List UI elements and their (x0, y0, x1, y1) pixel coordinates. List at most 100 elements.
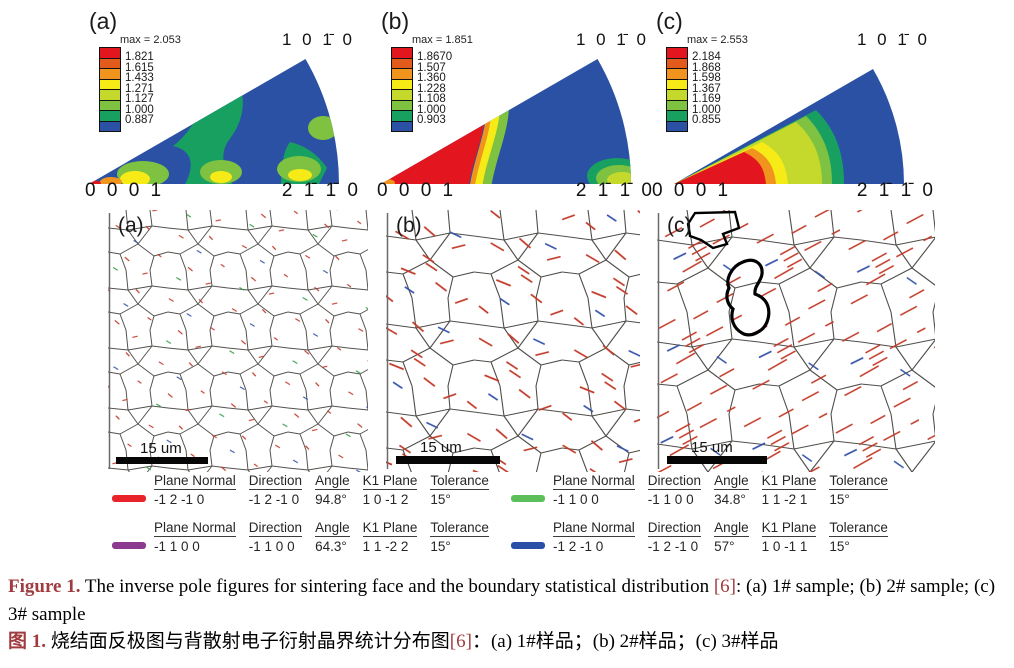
legend-col-plane-normal: Plane Normal -1 1 0 0 (154, 520, 236, 554)
col-value: -1 2 -1 0 (154, 492, 205, 507)
colorbar-band (392, 111, 412, 122)
colorbar-max-label: max = 1.851 (412, 34, 473, 46)
colorbar-band (100, 79, 120, 90)
col-header: Plane Normal (553, 473, 635, 490)
tick-label: 2.184 (692, 51, 721, 63)
scale-bar: 15 um (396, 439, 500, 464)
tick-label: 1.000 (417, 103, 446, 116)
colorbar-band (392, 121, 412, 131)
tick-label: 1.271 (125, 82, 154, 95)
legend-col-direction: Direction -1 2 -1 0 (647, 520, 702, 554)
col-value: -1 2 -1 0 (647, 539, 699, 554)
col-value: 1 1 -2 1 (761, 492, 808, 507)
miller-index-2110: 2 1̄ 1̄ 0 (575, 180, 655, 201)
grain-boundary-map-a (108, 210, 368, 472)
legend-col-tolerance: Tolerance 15° (829, 520, 888, 554)
legend-col-angle: Angle 34.8° (714, 473, 749, 507)
colorbar-band (100, 58, 120, 69)
scale-bar: 15 um (116, 440, 208, 464)
ebsd-map-panel-c: (c) 15 um (657, 210, 935, 472)
legend-col-tolerance: Tolerance 15° (829, 473, 888, 507)
miller-index-0001: 0 0 0 1 (652, 180, 732, 201)
red-line-swatch (112, 495, 146, 502)
colorbar-band (667, 100, 687, 111)
scale-bar-label: 15 um (691, 439, 733, 456)
panel-label: (c) (656, 8, 683, 34)
panel-label: (a) (118, 214, 144, 237)
miller-index-1010: 1 0 1̄ 0 (282, 30, 355, 49)
colorbar-ticks: 2.184 1.868 1.598 1.367 1.169 1.000 0.85… (692, 47, 748, 133)
miller-index-2110: 2 1̄ 1̄ 0 (281, 180, 361, 201)
colorbar-band (667, 79, 687, 90)
legend-row-green-boundary: Plane Normal -1 1 0 0 Direction -1 1 0 0 A… (511, 473, 901, 507)
pole-figure-panel-b: (b) max = 1.851 1.8670 1.507 1.360 1.228… (377, 8, 659, 208)
colorbar-band (667, 69, 687, 80)
col-value: -1 1 0 0 (154, 539, 200, 554)
tick-label: 1.000 (692, 103, 721, 116)
scale-bar-rule (667, 456, 767, 464)
legend-col-angle: Angle 94.8° (315, 473, 350, 507)
colorbar-band (100, 48, 120, 59)
colorbar-bands (99, 47, 121, 132)
legend-row-purple-boundary: Plane Normal -1 1 0 0 Direction -1 1 0 0 A… (112, 520, 502, 554)
scale-bar: 15 um (667, 439, 767, 464)
col-value: 15° (430, 539, 451, 554)
col-value: 1 0 -1 1 (761, 539, 808, 554)
col-header: Tolerance (829, 473, 888, 490)
legend-col-angle: Angle 64.3° (315, 520, 350, 554)
figure-number-label: Figure 1. (8, 576, 81, 597)
col-value: 57° (714, 539, 735, 554)
legend-col-direction: Direction -1 1 0 0 (248, 520, 303, 554)
miller-index-1010: 1 0 1̄ 0 (857, 30, 930, 49)
colorbar-band (392, 69, 412, 80)
pole-figure-panel-a: (a) max = 2.053 1.821 1.615 1.433 1.271 … (85, 8, 365, 208)
col-value: 94.8° (315, 492, 347, 507)
colorbar-ticks: 1.8670 1.507 1.360 1.228 1.108 1.000 0.9… (417, 47, 473, 133)
legend-row-red-boundary: Plane Normal -1 2 -1 0 Direction -1 2 -1 0… (112, 473, 502, 507)
miller-index-0001: 0 0 0 1 (377, 180, 457, 201)
col-value: -1 2 -1 0 (248, 492, 300, 507)
col-header: Angle (315, 520, 350, 537)
scale-bar-rule (116, 457, 208, 464)
colorbar-bands (391, 47, 413, 132)
panel-label: (b) (381, 8, 410, 34)
tick-label: 1.228 (417, 82, 446, 95)
col-value: 1 1 -2 2 (362, 539, 409, 554)
col-header: Tolerance (430, 520, 489, 537)
figure-number-label-zh: 图 1. (8, 631, 47, 652)
col-value: 15° (829, 539, 850, 554)
caption-text: 烧结面反极图与背散射电子衍射晶界统计分布图 (46, 631, 450, 652)
colorbar-max-label: max = 2.053 (120, 34, 181, 46)
col-header: Angle (714, 473, 749, 490)
tick-label: 1.615 (125, 61, 154, 74)
miller-index-1010: 1 0 1̄ 0 (576, 30, 649, 49)
col-header: Tolerance (430, 473, 489, 490)
tick-label: 1.507 (417, 61, 446, 74)
legend-col-direction: Direction -1 2 -1 0 (248, 473, 303, 507)
col-value: 15° (430, 492, 451, 507)
ebsd-map-panel-a: (a) 15 um (108, 210, 368, 472)
colorbar-band (100, 100, 120, 111)
col-header: Direction (248, 520, 303, 537)
col-value: -1 2 -1 0 (553, 539, 604, 554)
colorbar-band (100, 121, 120, 131)
legend-col-tolerance: Tolerance 15° (430, 473, 489, 507)
green-line-swatch (511, 495, 545, 502)
caption-text: : (a) 1# sample; (b) 2# sample; (c) 3# s… (8, 576, 996, 625)
figure-caption: Figure 1. The inverse pole figures for s… (8, 573, 1010, 656)
col-value: 64.3° (315, 539, 347, 554)
blue-line-swatch (511, 542, 545, 549)
col-header: Direction (647, 473, 702, 490)
panel-label: (b) (396, 214, 422, 237)
tick-label: 1.360 (417, 72, 446, 84)
reference-link: [6] (713, 576, 736, 597)
colorbar-band (392, 100, 412, 111)
legend-col-tolerance: Tolerance 15° (430, 520, 489, 554)
tick-label: 1.821 (125, 51, 154, 63)
col-header: K1 Plane (761, 473, 817, 490)
col-header: K1 Plane (761, 520, 817, 537)
caption-text: The inverse pole figures for sintering f… (80, 576, 714, 597)
caption-english: Figure 1. The inverse pole figures for s… (8, 573, 1010, 628)
scale-bar-label: 15 um (420, 439, 462, 456)
